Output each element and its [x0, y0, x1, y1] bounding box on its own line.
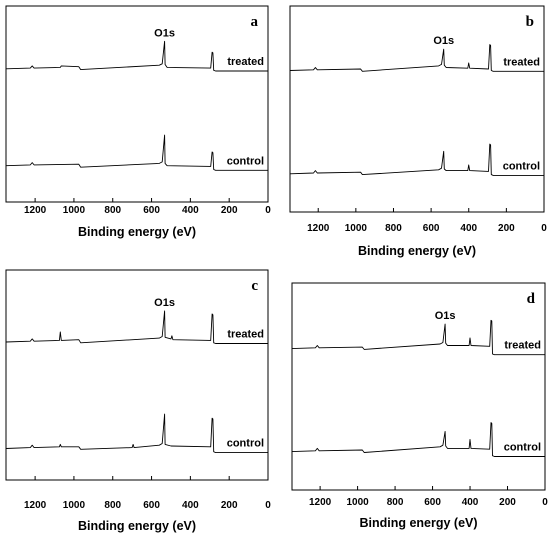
x-tick-label: 600 — [143, 500, 160, 511]
x-axis-label: Binding energy (eV) — [78, 225, 196, 239]
x-tick-label: 600 — [423, 223, 440, 234]
x-tick-label: 0 — [541, 223, 547, 234]
series-label-treated: treated — [227, 56, 264, 68]
x-tick-label: 200 — [498, 223, 515, 234]
x-tick-label: 400 — [460, 223, 477, 234]
x-axis-label: Binding energy (eV) — [359, 516, 477, 530]
panel-letter: d — [527, 291, 536, 307]
series-label-control: control — [504, 441, 541, 453]
x-tick-label: 1200 — [307, 223, 330, 234]
x-tick-label: 1200 — [24, 500, 47, 511]
x-tick-label: 200 — [221, 500, 238, 511]
x-tick-label: 1000 — [63, 205, 86, 216]
spectrum-treated — [5, 310, 268, 344]
series-label-treated: treated — [504, 340, 541, 352]
spectrum-control — [5, 134, 268, 171]
x-tick-label: 600 — [143, 205, 160, 216]
panel-b: 1200 1000 800 600 400 200 0 Binding energy (eV)… — [289, 5, 547, 258]
x-tick-label: 1200 — [309, 497, 332, 508]
x-axis-label: Binding energy (eV) — [78, 519, 196, 533]
panel-frame — [5, 5, 269, 203]
x-tick-label: 1000 — [345, 223, 368, 234]
x-tick-label: 800 — [104, 500, 121, 511]
panel-letter: a — [251, 14, 259, 30]
spectrum-control — [291, 422, 545, 457]
series-label-control: control — [503, 160, 540, 172]
x-tick-label: 1000 — [346, 497, 369, 508]
series-label-treated: treated — [227, 329, 264, 341]
spectrum-treated — [289, 44, 544, 72]
spectrum-treated — [291, 319, 545, 356]
panel-a: 1200 1000 800 600 400 200 0 Binding energy (eV)… — [5, 5, 271, 239]
o1s-annotation: O1s — [433, 35, 454, 47]
panel-frame — [5, 269, 269, 481]
x-tick-label: 200 — [499, 497, 516, 508]
spectrum-treated — [5, 40, 268, 72]
panel-d: 1200 1000 800 600 400 200 0 Binding energy (eV)… — [291, 282, 548, 530]
x-tick-label: 800 — [104, 205, 121, 216]
spectrum-control — [289, 143, 544, 176]
spectrum-control — [5, 413, 268, 454]
panel-frame — [289, 5, 545, 213]
o1s-annotation: O1s — [435, 310, 456, 322]
panel-letter: b — [526, 14, 534, 30]
series-label-treated: treated — [503, 56, 540, 68]
x-tick-label: 400 — [182, 205, 199, 216]
x-tick-label: 1000 — [63, 500, 86, 511]
panel-letter: c — [251, 278, 258, 294]
x-tick-label: 800 — [387, 497, 404, 508]
o1s-annotation: O1s — [154, 297, 175, 309]
x-tick-label: 0 — [265, 205, 271, 216]
x-tick-label: 400 — [462, 497, 479, 508]
x-tick-label: 200 — [221, 205, 238, 216]
panel-frame — [291, 282, 546, 491]
x-tick-label: 0 — [265, 500, 271, 511]
x-tick-label: 400 — [182, 500, 199, 511]
x-axis-label: Binding energy (eV) — [358, 244, 476, 258]
x-tick-label: 0 — [542, 497, 548, 508]
o1s-annotation: O1s — [154, 27, 175, 39]
x-tick-label: 800 — [385, 223, 402, 234]
series-label-control: control — [227, 155, 264, 167]
series-label-control: control — [227, 438, 264, 450]
panel-c: 1200 1000 800 600 400 200 0 Binding energy (eV)… — [5, 269, 271, 533]
x-tick-label: 600 — [424, 497, 441, 508]
x-tick-label: 1200 — [24, 205, 47, 216]
